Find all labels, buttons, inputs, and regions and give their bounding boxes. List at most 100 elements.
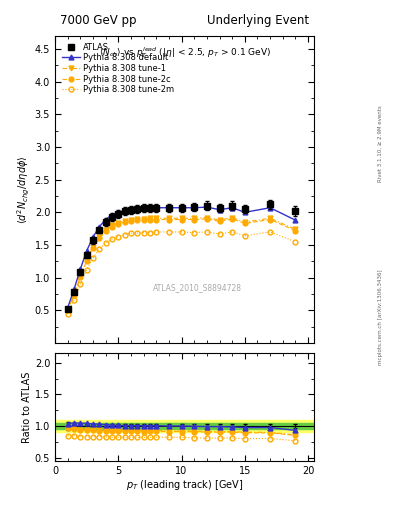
Pythia 8.308 tune-1: [65, 307, 70, 313]
Pythia 8.308 default: [65, 305, 70, 311]
Pythia 8.308 default: [230, 205, 235, 211]
Pythia 8.308 tune-2m: [135, 230, 140, 237]
Pythia 8.308 tune-2c: [217, 219, 222, 225]
Pythia 8.308 tune-2m: [65, 311, 70, 317]
Y-axis label: $\langle d^2 N_{chg}/d\eta d\phi \rangle$: $\langle d^2 N_{chg}/d\eta d\phi \rangle…: [16, 155, 32, 224]
Pythia 8.308 tune-2m: [179, 229, 184, 235]
Pythia 8.308 tune-1: [78, 273, 83, 280]
Pythia 8.308 tune-2c: [78, 274, 83, 280]
Pythia 8.308 tune-1: [167, 215, 171, 221]
Pythia 8.308 default: [135, 205, 140, 211]
Line: Pythia 8.308 tune-2m: Pythia 8.308 tune-2m: [65, 229, 298, 317]
Text: 7000 GeV pp: 7000 GeV pp: [60, 14, 137, 27]
Text: $\langle N_{ch}\rangle$ vs $p_T^{lead}$ ($|\eta|$ < 2.5, $p_T$ > 0.1 GeV): $\langle N_{ch}\rangle$ vs $p_T^{lead}$ …: [99, 45, 271, 60]
Text: Underlying Event: Underlying Event: [207, 14, 309, 27]
Pythia 8.308 tune-1: [129, 217, 133, 223]
Pythia 8.308 tune-2c: [192, 217, 196, 223]
Pythia 8.308 tune-2m: [154, 229, 159, 235]
Pythia 8.308 tune-1: [230, 215, 235, 221]
Pythia 8.308 tune-2m: [129, 230, 133, 237]
Y-axis label: Ratio to ATLAS: Ratio to ATLAS: [22, 371, 32, 443]
Pythia 8.308 default: [141, 205, 146, 211]
Pythia 8.308 default: [103, 217, 108, 223]
Pythia 8.308 default: [204, 204, 209, 210]
Pythia 8.308 tune-2c: [293, 227, 298, 233]
Pythia 8.308 tune-1: [154, 215, 159, 221]
Line: Pythia 8.308 default: Pythia 8.308 default: [65, 205, 298, 310]
Pythia 8.308 tune-2c: [84, 258, 89, 264]
Pythia 8.308 tune-1: [204, 215, 209, 221]
Pythia 8.308 tune-1: [97, 234, 102, 240]
Pythia 8.308 tune-1: [141, 216, 146, 222]
Legend: ATLAS, Pythia 8.308 default, Pythia 8.308 tune-1, Pythia 8.308 tune-2c, Pythia 8: ATLAS, Pythia 8.308 default, Pythia 8.30…: [59, 40, 177, 97]
Pythia 8.308 tune-2m: [97, 246, 102, 252]
Pythia 8.308 tune-2c: [65, 307, 70, 313]
Pythia 8.308 default: [268, 205, 272, 211]
Pythia 8.308 tune-2m: [84, 267, 89, 273]
Pythia 8.308 default: [84, 248, 89, 254]
Pythia 8.308 tune-2c: [147, 217, 152, 223]
Pythia 8.308 tune-2c: [135, 217, 140, 223]
Pythia 8.308 tune-1: [91, 244, 95, 250]
Pythia 8.308 tune-1: [103, 227, 108, 233]
Pythia 8.308 tune-2c: [116, 221, 121, 227]
Pythia 8.308 default: [154, 205, 159, 211]
Pythia 8.308 tune-2c: [122, 219, 127, 225]
Pythia 8.308 tune-1: [268, 215, 272, 221]
Pythia 8.308 tune-2m: [91, 255, 95, 261]
Pythia 8.308 tune-2m: [110, 236, 114, 242]
Pythia 8.308 tune-2m: [72, 297, 76, 303]
Pythia 8.308 default: [78, 266, 83, 272]
Pythia 8.308 tune-2m: [167, 229, 171, 235]
Pythia 8.308 tune-1: [293, 226, 298, 232]
Pythia 8.308 default: [116, 209, 121, 216]
Pythia 8.308 tune-2m: [78, 281, 83, 287]
Pythia 8.308 tune-2m: [103, 240, 108, 246]
Pythia 8.308 tune-2m: [192, 229, 196, 236]
Text: ATLAS_2010_S8894728: ATLAS_2010_S8894728: [153, 283, 242, 292]
Pythia 8.308 default: [242, 209, 247, 216]
Pythia 8.308 tune-2c: [167, 217, 171, 223]
Pythia 8.308 tune-2c: [179, 217, 184, 223]
X-axis label: $p_T$ (leading track) [GeV]: $p_T$ (leading track) [GeV]: [126, 478, 243, 493]
Pythia 8.308 default: [192, 205, 196, 211]
Pythia 8.308 tune-2m: [217, 231, 222, 237]
Pythia 8.308 default: [217, 207, 222, 213]
Pythia 8.308 tune-2m: [122, 231, 127, 238]
Pythia 8.308 tune-1: [116, 220, 121, 226]
Pythia 8.308 tune-1: [84, 257, 89, 263]
Pythia 8.308 default: [72, 286, 76, 292]
Text: Rivet 3.1.10, ≥ 2.9M events: Rivet 3.1.10, ≥ 2.9M events: [378, 105, 383, 182]
Pythia 8.308 tune-2c: [268, 217, 272, 223]
Pythia 8.308 default: [293, 217, 298, 223]
Pythia 8.308 tune-2c: [230, 216, 235, 222]
Pythia 8.308 tune-2m: [116, 233, 121, 240]
Pythia 8.308 default: [147, 205, 152, 211]
Pythia 8.308 tune-1: [217, 217, 222, 223]
Pythia 8.308 tune-2c: [242, 220, 247, 226]
Pythia 8.308 default: [91, 234, 95, 240]
Line: Pythia 8.308 tune-2c: Pythia 8.308 tune-2c: [65, 217, 298, 313]
Pythia 8.308 tune-2c: [204, 216, 209, 222]
Pythia 8.308 tune-1: [122, 218, 127, 224]
Pythia 8.308 tune-2c: [110, 224, 114, 230]
Pythia 8.308 tune-2m: [147, 229, 152, 236]
Pythia 8.308 default: [179, 205, 184, 211]
Pythia 8.308 tune-2c: [129, 218, 133, 224]
Pythia 8.308 tune-2c: [103, 228, 108, 234]
Pythia 8.308 tune-2c: [91, 245, 95, 251]
Pythia 8.308 tune-2m: [141, 229, 146, 236]
Pythia 8.308 tune-2m: [242, 233, 247, 239]
Pythia 8.308 tune-1: [135, 216, 140, 222]
Pythia 8.308 default: [167, 205, 171, 211]
Pythia 8.308 tune-2c: [141, 217, 146, 223]
Pythia 8.308 tune-1: [72, 292, 76, 298]
Pythia 8.308 tune-2c: [97, 236, 102, 242]
Pythia 8.308 default: [122, 207, 127, 214]
Pythia 8.308 tune-1: [179, 215, 184, 221]
Line: Pythia 8.308 tune-1: Pythia 8.308 tune-1: [65, 215, 298, 313]
Pythia 8.308 tune-1: [147, 215, 152, 221]
Pythia 8.308 tune-2c: [72, 292, 76, 298]
Pythia 8.308 tune-1: [192, 215, 196, 221]
Pythia 8.308 tune-2m: [230, 229, 235, 235]
